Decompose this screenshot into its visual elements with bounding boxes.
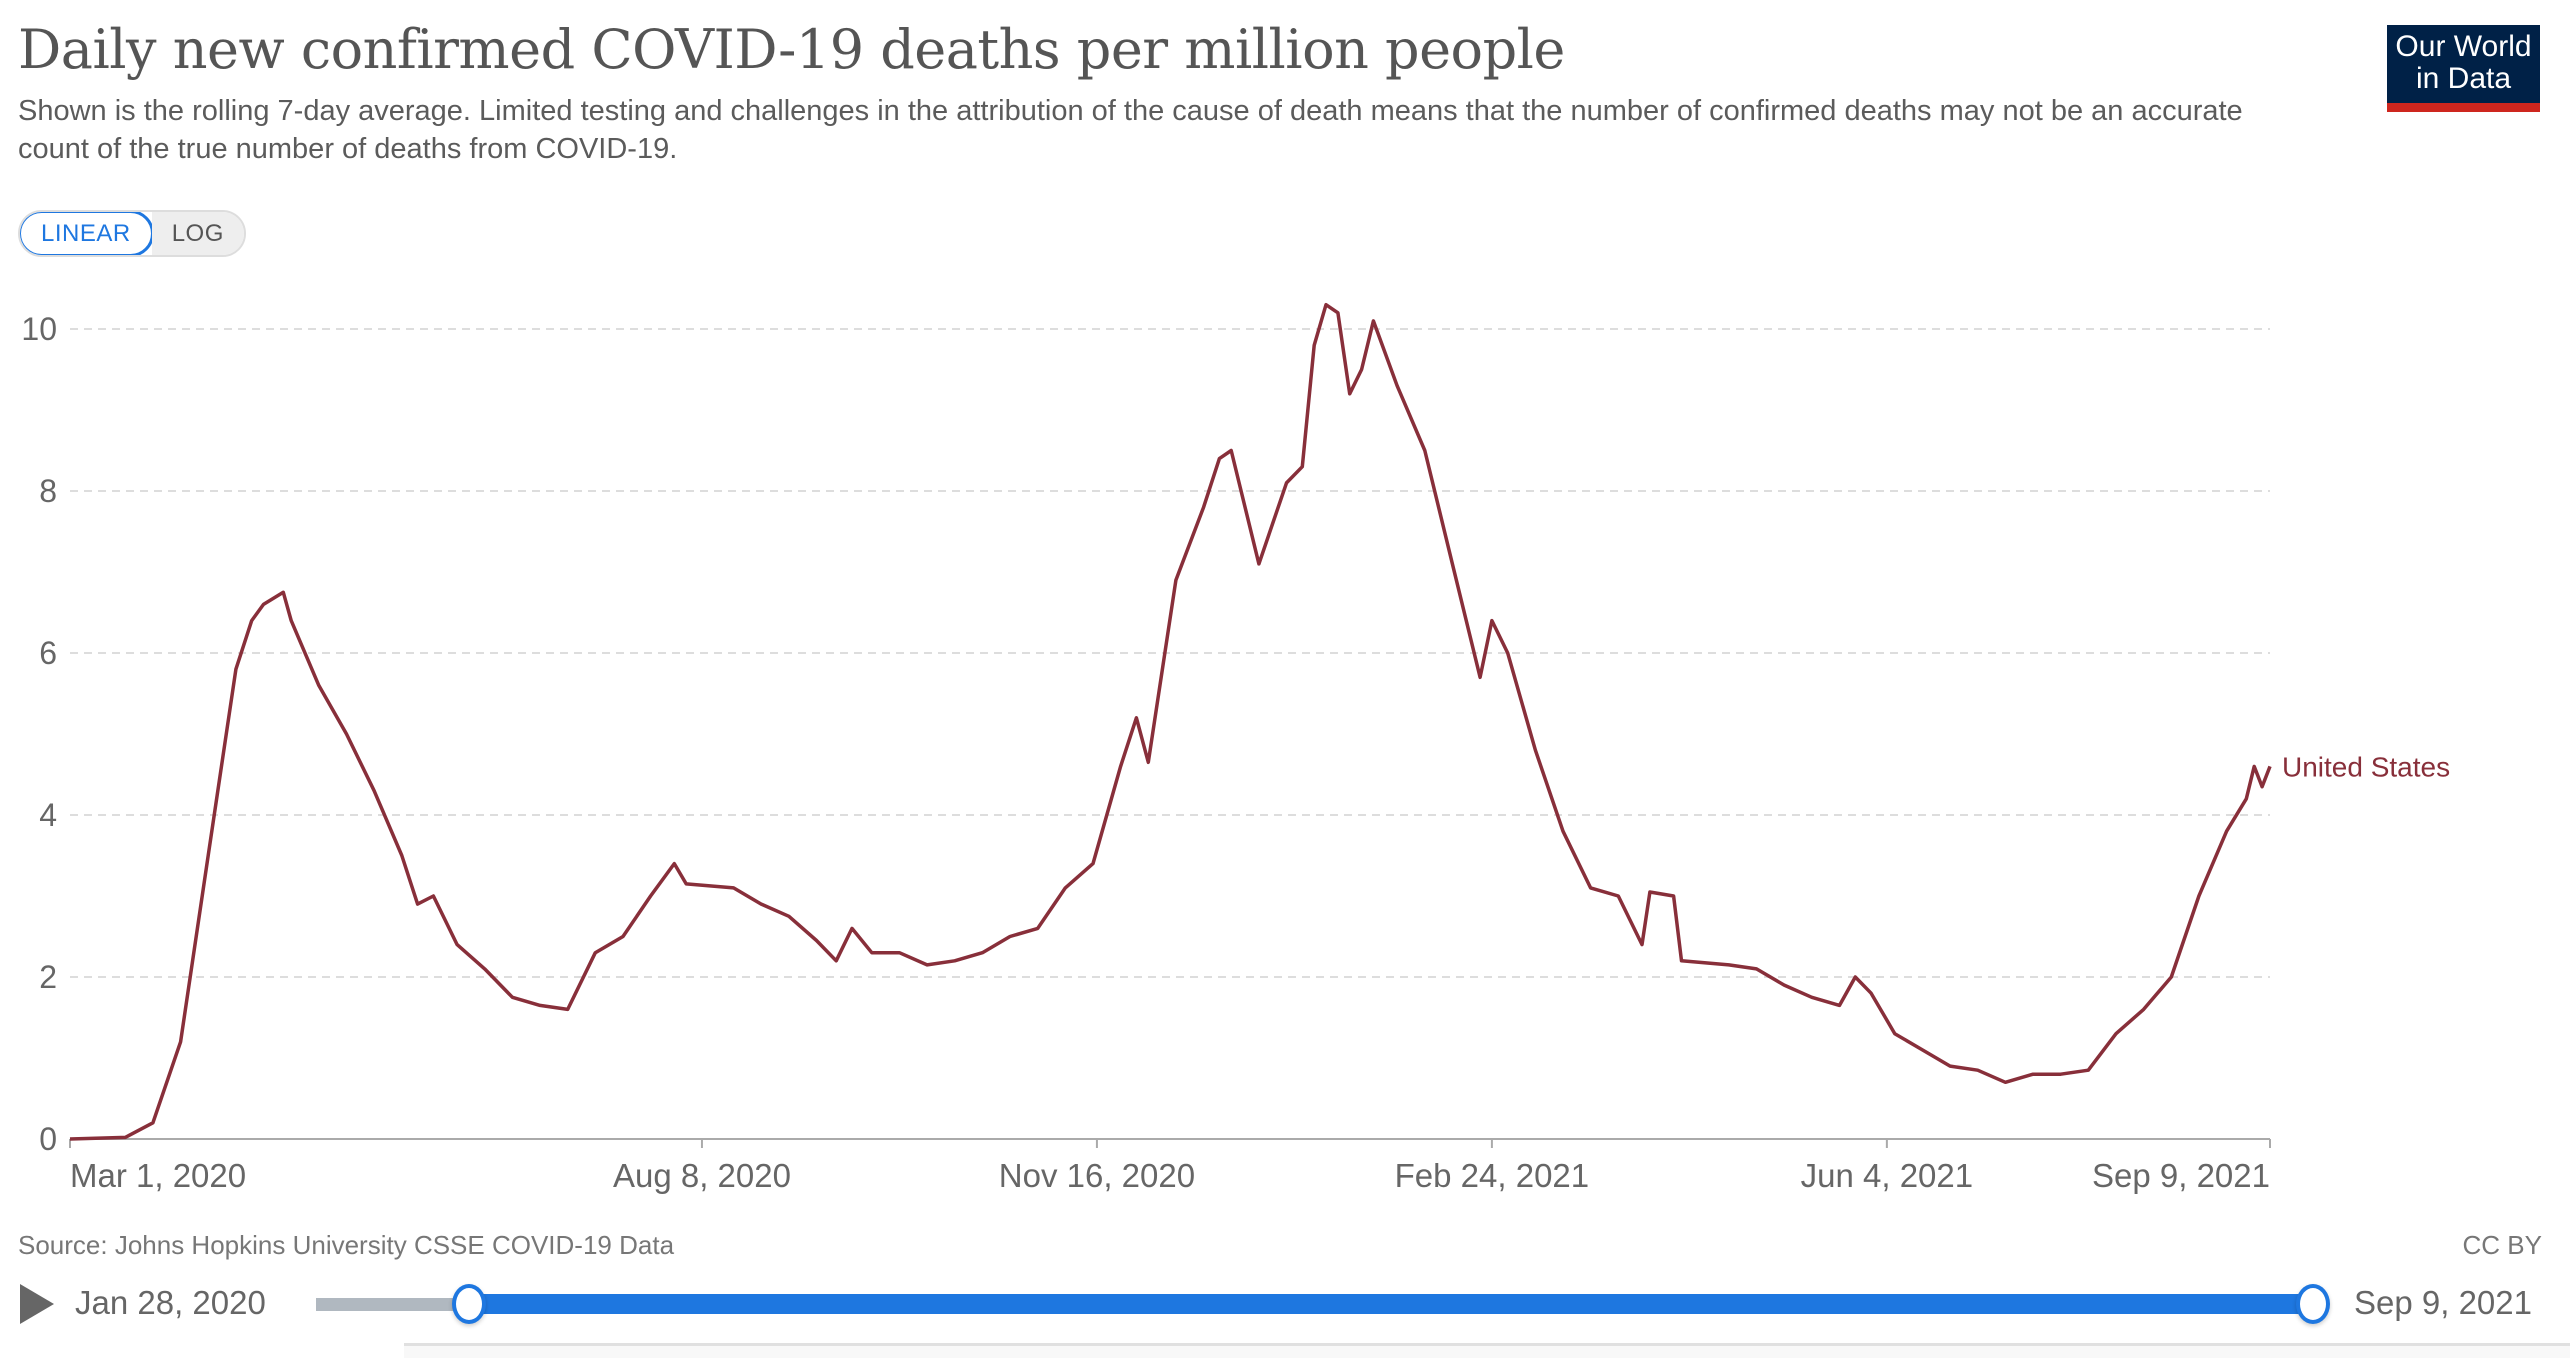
timeline-start-handle[interactable]: [451, 1284, 486, 1324]
x-tick-label: Jun 4, 2021: [1801, 1157, 1973, 1194]
scale-toggle[interactable]: LINEAR LOG: [18, 210, 246, 257]
timeline-end-label: Sep 9, 2021: [2354, 1284, 2532, 1321]
x-tick-label: Nov 16, 2020: [999, 1157, 1195, 1194]
chart-title: Daily new confirmed COVID-19 deaths per …: [18, 18, 1565, 81]
owid-logo[interactable]: Our World in Data: [2387, 25, 2540, 112]
y-tick-label: 4: [39, 797, 57, 833]
tab-bar: [404, 1343, 2570, 1358]
line-chart: 0 2 4 6 8 10 Mar 1, 2020 Aug 8, 2020 Nov 16, 20…: [21, 302, 2450, 1194]
timeline-end-handle[interactable]: [2296, 1284, 2330, 1324]
chart-subtitle: Shown is the rolling 7-day average. Limi…: [18, 95, 2243, 165]
y-tick-label: 0: [39, 1121, 57, 1157]
license-link[interactable]: CC BY: [2462, 1230, 2542, 1260]
series-label-united-states[interactable]: United States: [2282, 751, 2450, 782]
y-tick-label: 8: [39, 473, 57, 509]
linear-scale-button[interactable]: LINEAR: [19, 212, 154, 255]
x-tick-label: Sep 9, 2021: [2092, 1157, 2270, 1194]
play-icon[interactable]: [20, 1284, 54, 1324]
timeline-selected-range[interactable]: [468, 1294, 2313, 1314]
log-scale-button[interactable]: LOG: [151, 212, 244, 255]
y-tick-label: 6: [39, 635, 57, 671]
timeline-start-label: Jan 28, 2020: [75, 1284, 266, 1321]
x-tick-label: Feb 24, 2021: [1395, 1157, 1590, 1194]
x-tick-label: Mar 1, 2020: [70, 1157, 246, 1194]
y-tick-label: 2: [39, 959, 57, 995]
x-tick-label: Aug 8, 2020: [613, 1157, 791, 1194]
logo-line-2: in Data: [2415, 62, 2512, 95]
y-tick-label: 10: [21, 311, 57, 347]
source-note[interactable]: Source: Johns Hopkins University CSSE CO…: [18, 1230, 675, 1260]
logo-line-1: Our World: [2395, 30, 2532, 63]
series-line-united-states[interactable]: [69, 302, 2272, 1141]
